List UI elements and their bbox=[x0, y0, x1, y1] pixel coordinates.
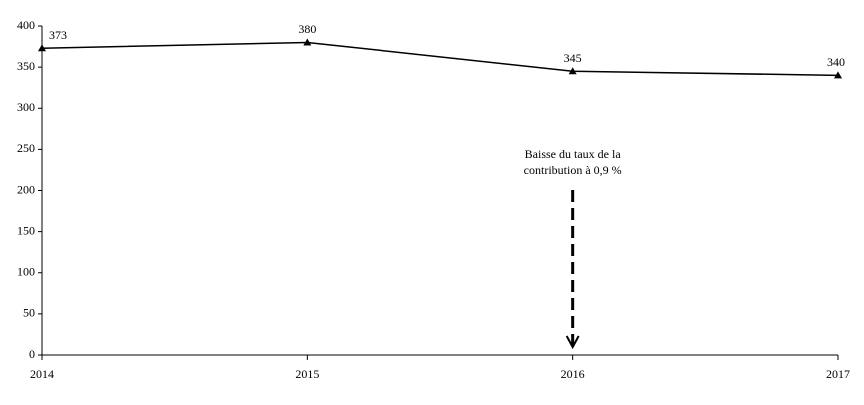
data-label: 340 bbox=[827, 55, 845, 69]
marker bbox=[303, 38, 312, 46]
x-tick-label: 2017 bbox=[826, 367, 850, 381]
y-tick-label: 100 bbox=[17, 265, 35, 279]
y-tick-label: 50 bbox=[23, 306, 35, 320]
data-label: 380 bbox=[298, 22, 316, 36]
x-tick-label: 2015 bbox=[295, 367, 319, 381]
data-label: 373 bbox=[49, 28, 67, 42]
y-tick-label: 350 bbox=[17, 59, 35, 73]
marker bbox=[834, 71, 842, 79]
annotation: contribution à 0,9 % bbox=[524, 163, 622, 177]
annotation: Baisse du taux de la bbox=[525, 147, 622, 161]
y-tick-label: 250 bbox=[17, 141, 35, 155]
y-tick-label: 0 bbox=[29, 347, 35, 361]
marker bbox=[38, 44, 46, 52]
y-tick-label: 150 bbox=[17, 223, 35, 237]
y-tick-label: 400 bbox=[17, 18, 35, 32]
annotation-arrowhead bbox=[565, 335, 580, 350]
data-label: 345 bbox=[564, 51, 582, 65]
y-tick-label: 300 bbox=[17, 100, 35, 114]
x-tick-label: 2016 bbox=[561, 367, 585, 381]
marker bbox=[568, 67, 577, 75]
x-tick-label: 2014 bbox=[30, 367, 54, 381]
line-series bbox=[41, 41, 839, 77]
y-tick-label: 200 bbox=[17, 182, 35, 196]
